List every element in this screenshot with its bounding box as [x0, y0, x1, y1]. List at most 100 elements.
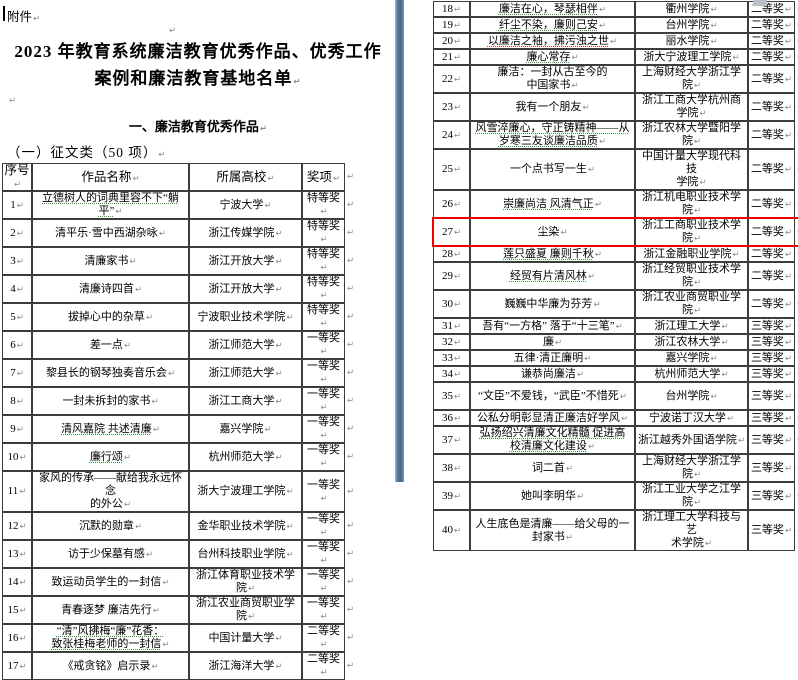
cell-work-title-text: 谦恭尚廉洁 — [520, 367, 576, 380]
cell-end-mark: ↵ — [784, 199, 793, 210]
cell-school-text: 浙江农业商贸职业学院 — [196, 597, 295, 622]
cell-end-mark: ↵ — [275, 256, 283, 267]
cell-end-mark: ↵ — [693, 81, 702, 91]
cell-school-text: 金华职业技术学院 — [197, 519, 286, 532]
cell-end-mark: ↵ — [594, 199, 602, 210]
cell-end-mark: ↵ — [453, 4, 462, 15]
table-row: 33↵五律·清正廉明↵嘉兴学院↵三等奖↵↵ — [433, 350, 798, 366]
cell-no-text: 27 — [441, 225, 453, 238]
table-row: 38↵词二首↵上海财经大学浙江学院↵三等奖↵↵ — [433, 454, 798, 482]
cell-work-title: 莲只盛夏 廉则千秋↵ — [470, 246, 635, 262]
cell-school-text: 浙江工商大学 — [208, 394, 275, 407]
cell-end-mark: ↵ — [453, 526, 462, 536]
cell-end-mark: ↵ — [320, 668, 328, 678]
cell-award-text: 三等奖 — [750, 489, 784, 502]
cell-end-mark: ↵ — [453, 36, 462, 47]
row-end-mark: ↵ — [347, 200, 355, 210]
cell-end-mark: ↵ — [784, 249, 793, 260]
subsection-heading[interactable]: （一）征文类（50 项）↵ — [7, 141, 167, 161]
table-row: 26↵崇廉尚洁 风清气正↵浙江机电职业技术学院↵二等奖↵↵ — [433, 190, 798, 218]
cell-work-title-text: 清廉诗四首 — [78, 282, 134, 295]
cell-no: 38↵ — [433, 454, 470, 482]
cell-award: 特等奖 ↵ — [302, 191, 345, 219]
column-header: 所属高校↵ — [189, 163, 302, 191]
attachment-text: 附件 — [7, 10, 33, 24]
cell-award-text: 特等奖 — [307, 248, 340, 260]
cell-no-text: 24 — [441, 128, 453, 141]
cell-work-title-text: 她叫李明华 — [520, 489, 576, 502]
cell-award: 特等奖 ↵ — [302, 303, 345, 331]
cell-work-title: 谦恭尚廉洁↵ — [470, 366, 635, 382]
cell-award-text: 一等奖 — [307, 416, 340, 428]
cell-end-mark: ↵ — [710, 353, 718, 364]
cell-end-mark: ↵ — [609, 36, 618, 47]
cell-work-title-text: 公私分明彰显清正廉洁好学风 — [476, 411, 620, 424]
table-row: 16↵ “清”风拂梅“廉”花香： 致张桂梅老师的一封信↵ 中国计量大学↵ 二等奖↵ ↵ — [2, 624, 355, 652]
row-end-mark: ↵ — [347, 424, 355, 434]
cell-no-text: 23 — [441, 100, 453, 113]
cell-end-mark: ↵ — [320, 207, 328, 217]
cell-school: 台州学院↵ — [635, 17, 748, 33]
document-title[interactable]: 2023 年教育系统廉洁教育优秀作品、优秀工作 案例和廉洁教育基地名单↵ — [0, 38, 396, 92]
cell-end-mark: ↵ — [693, 137, 702, 147]
cell-award: 二等奖↵ — [748, 17, 795, 33]
cell-school-text: 上海财经大学浙江学院 — [642, 455, 741, 480]
cell-work-title-text: 崇廉尚洁 风清气正 — [503, 197, 594, 210]
cell-award: 一等奖 ↵ — [302, 443, 345, 471]
cell-end-mark: ↵ — [16, 368, 24, 379]
cell-work-title-text: 廉洁在心，琴瑟相伴 — [498, 2, 598, 15]
cell-end-mark: ↵ — [784, 4, 793, 15]
cell-no: 22↵ — [433, 65, 470, 93]
cell-end-mark: ↵ — [571, 52, 579, 63]
cell-end-mark: ↵ — [453, 20, 462, 31]
table-row: 22↵廉洁：一封从古至今的 中国家书↵上海财经大学浙江学院↵二等奖↵↵ — [433, 65, 798, 93]
cell-end-mark: ↵ — [784, 321, 793, 332]
table-row: 32↵廉↵浙江农林大学↵三等奖↵↵ — [433, 334, 798, 350]
table-row: 31↵吾有“一方格” 落于“十三笔”↵浙江理工大学↵三等奖↵↵ — [433, 318, 798, 334]
cell-school-text: 浙江师范大学 — [208, 366, 275, 379]
cell-school: 浙江机电职业技术学院↵ — [635, 190, 748, 218]
paragraph-mark: ↵ — [33, 14, 41, 24]
cell-award: 二等奖↵ — [748, 49, 795, 65]
cell-award: 三等奖↵ — [748, 382, 795, 410]
cell-no: 34↵ — [433, 366, 470, 382]
attachment-label[interactable]: 附件↵ — [7, 6, 40, 25]
cell-end-mark: ↵ — [710, 36, 718, 47]
cell-end-mark: ↵ — [619, 391, 627, 402]
cell-work-title: 一封未拆封的家书↵ — [32, 387, 189, 415]
cell-award: 三等奖↵ — [748, 350, 795, 366]
cell-award-text: 二等奖 — [750, 50, 784, 63]
cell-no-text: 30 — [441, 297, 453, 310]
cell-school: 浙江越秀外国语学院↵ — [635, 426, 748, 454]
table-row: 20↵以廉洁之袖，拂污浊之世↵丽水学院↵二等奖↵↵ — [433, 33, 798, 49]
awards-table-page1[interactable]: 序号↵ 作品名称↵ 所属高校↵ 奖项↵ ↵ 1↵ 立德树人的词典里容不下“躺平”↵ 宁波大学↵… — [2, 163, 355, 680]
cell-end-mark: ↵ — [320, 291, 328, 301]
table-row: 7↵ 黎县长的钢琴独奏音乐会↵ 浙江师范大学↵ 一等奖↵ ↵ — [2, 359, 355, 387]
cell-school: 浙大宁波理工学院↵ — [635, 49, 748, 65]
section-heading[interactable]: 一、廉洁教育优秀作品↵ — [0, 116, 396, 135]
awards-table-page2[interactable]: 18↵廉洁在心，琴瑟相伴↵衢州学院↵二等奖↵↵19↵纤尘不染，廉则己安↵台州学院… — [432, 1, 798, 551]
cell-work-title: 拔掉心中的杂草↵ — [32, 303, 189, 331]
cell-school-text: 宁波职业技术学院 — [197, 310, 286, 323]
cell-end-mark: ↵ — [594, 249, 602, 260]
table-row: 35↵“文臣”不爱钱，“武臣”不惜死↵台州学院↵三等奖↵↵ — [433, 382, 798, 410]
cell-school: 宁波大学↵ — [189, 191, 302, 219]
cell-work-title: 纤尘不染，廉则己安↵ — [470, 17, 635, 33]
cell-end-mark: ↵ — [453, 74, 462, 85]
cell-work-title-text: 经贸有片清风林 — [509, 269, 587, 282]
cell-work-title-text: 尘染 — [537, 225, 560, 238]
cell-work-title-text: 纤尘不染，廉则己安 — [498, 18, 598, 31]
cell-no: 3↵ — [2, 247, 32, 275]
cell-end-mark: ↵ — [16, 228, 24, 239]
cell-award: 一等奖 ↵ — [302, 596, 345, 624]
cell-award: 三等奖↵ — [748, 410, 795, 426]
cell-end-mark: ↵ — [571, 81, 579, 91]
table-row: 8↵ 一封未拆封的家书↵ 浙江工商大学↵ 一等奖↵ ↵ — [2, 387, 355, 415]
cell-end-mark: ↵ — [286, 312, 294, 323]
cell-end-mark: ↵ — [134, 521, 143, 532]
cell-no-text: 11 — [7, 485, 19, 497]
cell-end-mark: ↵ — [615, 321, 623, 332]
cell-school: 中国计量大学↵ — [189, 624, 302, 652]
cell-award-text: 特等奖 — [307, 304, 340, 316]
cell-end-mark: ↵ — [320, 556, 328, 566]
